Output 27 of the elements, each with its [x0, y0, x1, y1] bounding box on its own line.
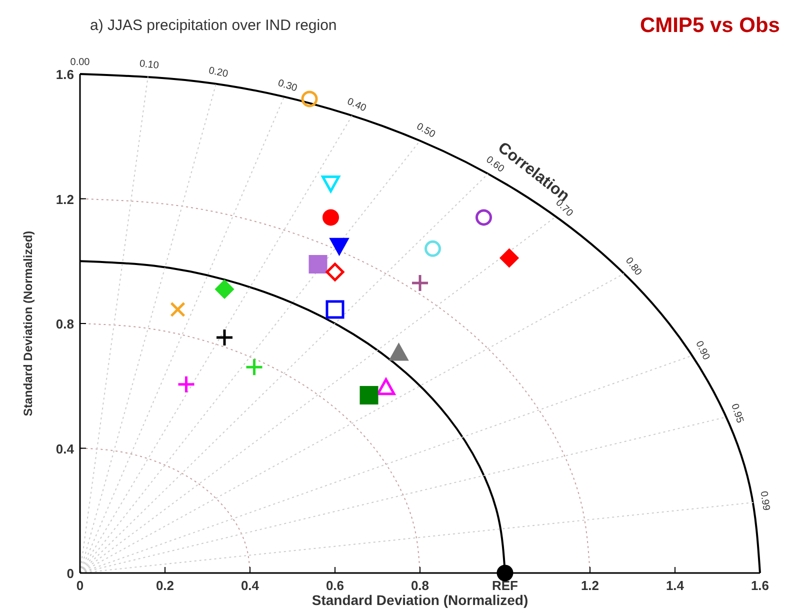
x-tick-label: 0.4 — [240, 578, 260, 593]
y-tick-label: 0 — [66, 566, 74, 581]
annotation: 0.90 — [693, 339, 712, 362]
x-tick-label: 1.6 — [750, 578, 770, 593]
x-axis-title: Standard Deviation (Normalized) — [312, 592, 528, 608]
y-tick-label: 1.2 — [56, 192, 74, 207]
chart-subtitle: CMIP5 vs Obs — [640, 14, 780, 37]
annotation: 0.50 — [414, 121, 438, 141]
y-tick-label: 1.6 — [56, 67, 74, 82]
annotation: 0.99 — [758, 490, 772, 512]
y-tick-label: 0.8 — [56, 316, 74, 332]
annotation: 0.00 — [70, 57, 90, 68]
annotation: 0.40 — [345, 96, 368, 114]
y-tick-label: 0.4 — [56, 441, 75, 456]
x-tick-label: 0.8 — [410, 578, 430, 593]
y-axis-title: Standard Deviation (Normalized) — [21, 230, 35, 416]
x-tick-label: 0.6 — [326, 578, 344, 593]
chart-title: a) JJAS precipitation over IND region — [90, 17, 337, 34]
annotation: 0.95 — [728, 402, 746, 425]
x-tick-label: 1.4 — [666, 578, 685, 593]
x-tick-label: 1.2 — [580, 578, 600, 593]
annotation: 0.10 — [138, 58, 160, 72]
x-tick-label: 0 — [76, 578, 84, 593]
x-tick-label: REF — [492, 578, 518, 593]
x-tick-label: 0.2 — [156, 578, 174, 593]
annotation: 0.30 — [276, 78, 299, 94]
annotation: 0.20 — [208, 65, 230, 80]
